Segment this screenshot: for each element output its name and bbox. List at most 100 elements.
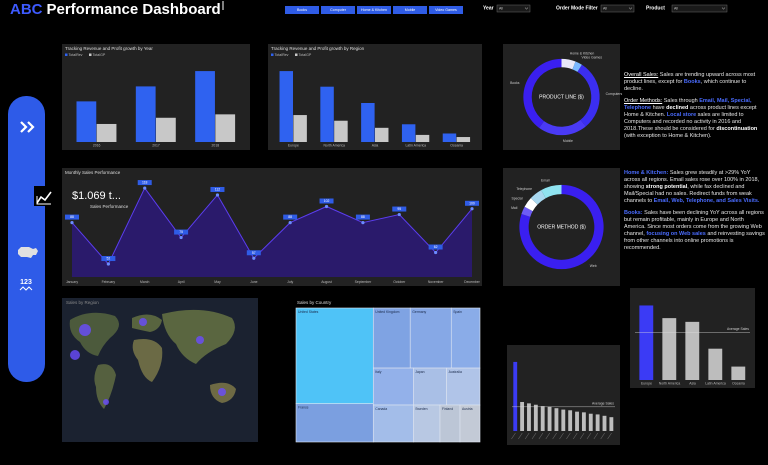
tab-button[interactable]: [357, 6, 391, 14]
bar[interactable]: [662, 318, 677, 380]
bar[interactable]: [708, 348, 723, 380]
treemap-label: Finland: [442, 407, 453, 411]
bar[interactable]: [401, 124, 416, 142]
point[interactable]: [434, 250, 438, 255]
treemap-cell[interactable]: [372, 307, 411, 369]
filter-select[interactable]: [600, 4, 635, 13]
map-bubble[interactable]: [79, 324, 91, 336]
treemap-cell[interactable]: [295, 403, 374, 443]
bar[interactable]: [609, 417, 614, 431]
point[interactable]: [143, 186, 147, 190]
map-bubble[interactable]: [70, 350, 80, 360]
bar[interactable]: [520, 401, 525, 431]
bar[interactable]: [575, 411, 579, 431]
value-label-bg: [174, 229, 189, 235]
treemap-cell[interactable]: [409, 307, 452, 369]
map-bubble[interactable]: [218, 388, 226, 396]
point[interactable]: [252, 256, 256, 260]
point[interactable]: [324, 204, 329, 209]
bar[interactable]: [195, 71, 215, 142]
bar[interactable]: [547, 406, 552, 431]
tab-label[interactable]: Home & Kitchen: [361, 8, 387, 12]
point[interactable]: [106, 262, 110, 266]
bar[interactable]: [588, 413, 593, 431]
filter-value[interactable]: All: [499, 7, 503, 11]
bar[interactable]: [96, 123, 117, 142]
bar[interactable]: [527, 403, 531, 431]
bar[interactable]: [685, 321, 700, 380]
point[interactable]: [215, 193, 220, 197]
treemap-cell[interactable]: [295, 307, 374, 405]
chart-title: Monthly Sales Performance: [65, 170, 121, 175]
treemap-cell[interactable]: [412, 404, 441, 443]
pie-slice[interactable]: [530, 190, 546, 205]
point[interactable]: [470, 207, 474, 211]
bar[interactable]: [361, 103, 375, 142]
x-tick-label: Oceania: [450, 143, 463, 147]
numbers-icon[interactable]: 123: [20, 279, 32, 286]
filter-select[interactable]: [496, 4, 531, 13]
bar[interactable]: [581, 412, 586, 431]
pie-slice[interactable]: [521, 206, 533, 217]
bar[interactable]: [568, 410, 573, 431]
bar[interactable]: [135, 86, 156, 142]
treemap-cell[interactable]: [446, 367, 481, 406]
point[interactable]: [397, 212, 401, 217]
bar[interactable]: [76, 101, 97, 142]
point[interactable]: [179, 235, 183, 240]
map-bubble[interactable]: [103, 399, 109, 405]
bar[interactable]: [533, 404, 538, 431]
bar[interactable]: [279, 71, 293, 142]
filter-value[interactable]: All: [674, 7, 678, 11]
treemap-cell[interactable]: [450, 307, 481, 369]
map-bubble[interactable]: [139, 318, 147, 326]
tab-button[interactable]: [429, 6, 463, 14]
treemap-cell[interactable]: [459, 404, 481, 443]
bar[interactable]: [415, 134, 430, 142]
treemap-cell[interactable]: [412, 367, 447, 406]
pie-slice[interactable]: [524, 198, 538, 212]
bar[interactable]: [293, 115, 307, 142]
bar[interactable]: [375, 127, 389, 142]
pie-slice[interactable]: [561, 58, 576, 70]
bar[interactable]: [320, 86, 334, 142]
tab-label[interactable]: Books: [297, 8, 307, 12]
bar[interactable]: [595, 414, 600, 431]
bar[interactable]: [513, 361, 518, 431]
pie-slice[interactable]: [523, 58, 562, 128]
tab-button[interactable]: [321, 6, 355, 14]
bar[interactable]: [554, 408, 559, 431]
bar[interactable]: [156, 117, 176, 142]
tab-label[interactable]: Video Games: [435, 8, 457, 12]
point[interactable]: [361, 220, 365, 225]
bar[interactable]: [442, 133, 457, 142]
tab-button[interactable]: [285, 6, 319, 14]
bar[interactable]: [456, 137, 471, 142]
tab-button[interactable]: [393, 6, 427, 14]
bar[interactable]: [731, 366, 746, 380]
bar[interactable]: [215, 114, 236, 142]
bar[interactable]: [561, 409, 566, 431]
map-bubble[interactable]: [196, 336, 204, 344]
point[interactable]: [70, 220, 74, 225]
insight-panel: Overall Sales: Sales are trending upward…: [624, 72, 766, 145]
pie-slice[interactable]: [539, 119, 586, 136]
bar[interactable]: [334, 120, 348, 142]
treemap-cell[interactable]: [372, 367, 414, 406]
expand-icon[interactable]: [20, 121, 35, 133]
pie-slice[interactable]: [577, 64, 600, 127]
pie-slice[interactable]: [541, 184, 562, 199]
point[interactable]: [288, 220, 292, 225]
filter-value[interactable]: All: [603, 7, 607, 11]
bar[interactable]: [540, 406, 545, 431]
bar[interactable]: [602, 415, 607, 431]
treemap-label: Spain: [453, 310, 462, 314]
treemap-cell[interactable]: [372, 404, 414, 443]
map-icon[interactable]: [18, 247, 38, 258]
insight-text: , while fax declined and Mail/Special ha…: [624, 184, 752, 204]
pie-slice[interactable]: [572, 61, 582, 72]
bar[interactable]: [639, 305, 654, 380]
tab-label[interactable]: Mobile: [405, 8, 416, 12]
filter-select[interactable]: [671, 4, 728, 13]
tab-label[interactable]: Computer: [330, 8, 347, 12]
